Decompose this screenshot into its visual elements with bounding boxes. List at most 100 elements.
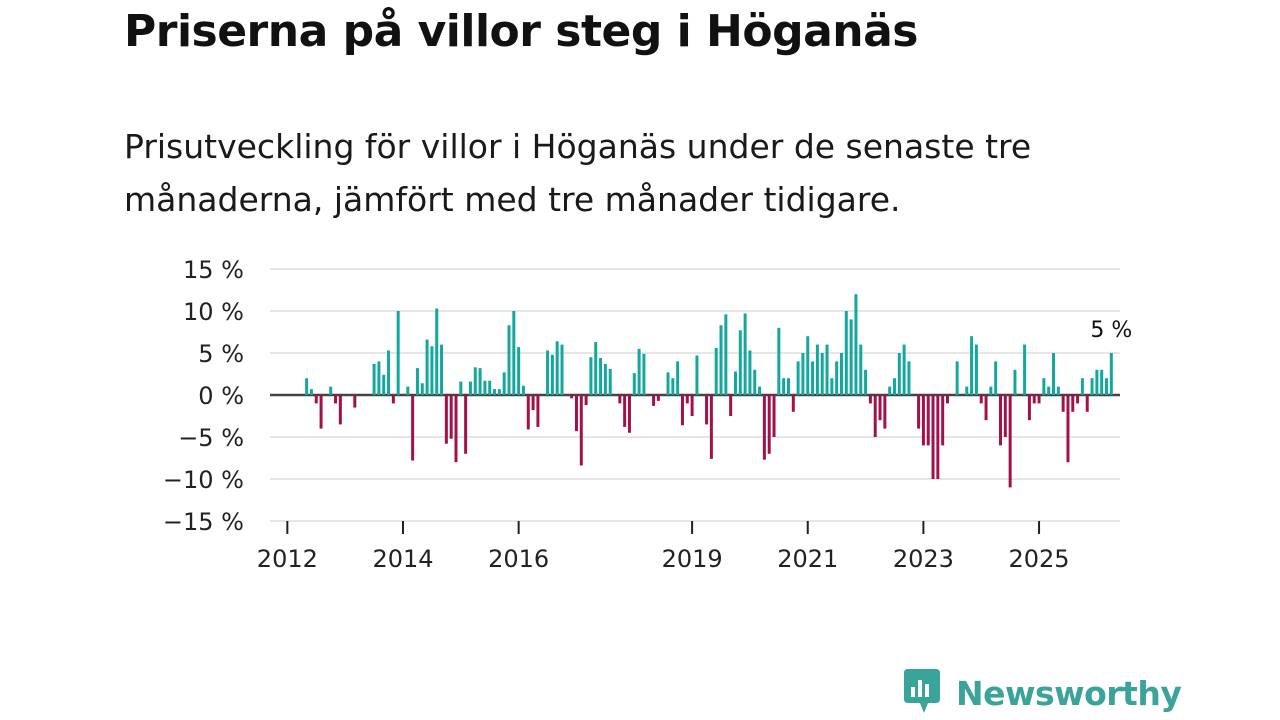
bar bbox=[314, 395, 318, 404]
bar bbox=[830, 378, 834, 395]
bar bbox=[864, 369, 868, 395]
bar bbox=[652, 395, 656, 406]
bar bbox=[777, 327, 781, 395]
bar bbox=[946, 395, 949, 404]
bar bbox=[729, 395, 733, 416]
bar bbox=[1061, 395, 1065, 412]
bar bbox=[758, 386, 762, 395]
bar bbox=[372, 363, 376, 395]
bar bbox=[608, 368, 612, 395]
bar bbox=[917, 395, 921, 429]
bar bbox=[338, 395, 342, 425]
bar bbox=[676, 361, 680, 395]
bar bbox=[493, 389, 497, 395]
y-tick-label: −10 % bbox=[163, 466, 244, 494]
bar bbox=[1032, 395, 1036, 404]
bar bbox=[835, 361, 839, 395]
bar bbox=[695, 355, 699, 395]
bar bbox=[560, 344, 564, 395]
bar bbox=[387, 350, 391, 395]
bar bbox=[536, 395, 540, 427]
bar bbox=[1037, 395, 1041, 404]
bar bbox=[497, 389, 501, 395]
bar bbox=[705, 395, 709, 425]
bar bbox=[594, 342, 598, 395]
bar bbox=[791, 395, 795, 412]
bar bbox=[411, 395, 415, 461]
bar bbox=[897, 353, 901, 395]
bar bbox=[844, 311, 848, 395]
bar bbox=[926, 395, 930, 446]
bar bbox=[507, 325, 511, 395]
bar bbox=[666, 372, 670, 395]
y-tick-label: −15 % bbox=[163, 508, 244, 536]
bar bbox=[319, 395, 323, 429]
bar bbox=[1013, 369, 1017, 395]
bar bbox=[603, 363, 607, 395]
bar bbox=[931, 395, 935, 479]
bar bbox=[459, 381, 463, 395]
bar bbox=[921, 395, 925, 446]
bar bbox=[839, 353, 843, 395]
chart-title: Priserna på villor steg i Höganäs bbox=[124, 6, 919, 57]
bar bbox=[714, 347, 718, 395]
bar bbox=[1052, 353, 1055, 395]
bar bbox=[517, 347, 521, 395]
bar bbox=[444, 395, 448, 444]
bar bbox=[1023, 344, 1027, 395]
bar bbox=[893, 378, 896, 395]
bar bbox=[521, 385, 525, 395]
x-tick-label: 2025 bbox=[1009, 545, 1070, 573]
bar bbox=[1027, 395, 1031, 421]
newsworthy-logo-icon bbox=[904, 669, 940, 713]
bar bbox=[782, 378, 786, 395]
bar bbox=[796, 361, 800, 395]
bar bbox=[974, 344, 978, 395]
bar bbox=[811, 361, 815, 395]
bar bbox=[680, 395, 684, 426]
bar bbox=[435, 308, 439, 395]
bar bbox=[849, 319, 853, 395]
bar bbox=[965, 386, 969, 395]
bar bbox=[801, 353, 805, 395]
bar bbox=[1008, 395, 1012, 488]
bar bbox=[488, 380, 492, 395]
newsworthy-logo-text: Newsworthy bbox=[956, 673, 1182, 713]
bar bbox=[873, 395, 877, 437]
bar bbox=[555, 341, 559, 395]
y-axis-labels: 15 % 10 % 5 % 0 % −5 % −10 % −15 % bbox=[163, 256, 244, 536]
bar bbox=[994, 361, 998, 395]
bar bbox=[772, 395, 776, 437]
bar bbox=[589, 357, 593, 395]
bar bbox=[970, 336, 974, 395]
bar bbox=[733, 371, 737, 395]
bar bbox=[685, 395, 689, 404]
bar bbox=[1105, 378, 1108, 395]
bar bbox=[574, 395, 578, 432]
annotations: 5 % bbox=[1090, 318, 1132, 343]
bar bbox=[473, 367, 477, 395]
bar bbox=[854, 294, 858, 395]
bar bbox=[425, 339, 429, 395]
bar bbox=[1109, 353, 1113, 395]
chart-subtitle: Prisutveckling för villor i Höganäs unde… bbox=[124, 127, 1032, 219]
y-tick-label: 15 % bbox=[183, 256, 244, 284]
bar bbox=[878, 395, 882, 421]
bar bbox=[719, 325, 723, 395]
bar bbox=[902, 344, 906, 395]
bar bbox=[815, 344, 819, 395]
bar bbox=[353, 395, 357, 408]
bar bbox=[546, 350, 550, 395]
bar bbox=[753, 369, 757, 395]
bar bbox=[984, 395, 988, 421]
bar bbox=[767, 395, 771, 454]
bar bbox=[786, 378, 790, 395]
bar bbox=[618, 395, 622, 404]
bar bbox=[454, 395, 458, 463]
bar bbox=[999, 395, 1002, 446]
bar bbox=[1042, 378, 1046, 395]
bar bbox=[329, 386, 333, 395]
bar bbox=[642, 353, 646, 395]
bar bbox=[748, 350, 752, 395]
x-tick-label: 2023 bbox=[893, 545, 954, 573]
